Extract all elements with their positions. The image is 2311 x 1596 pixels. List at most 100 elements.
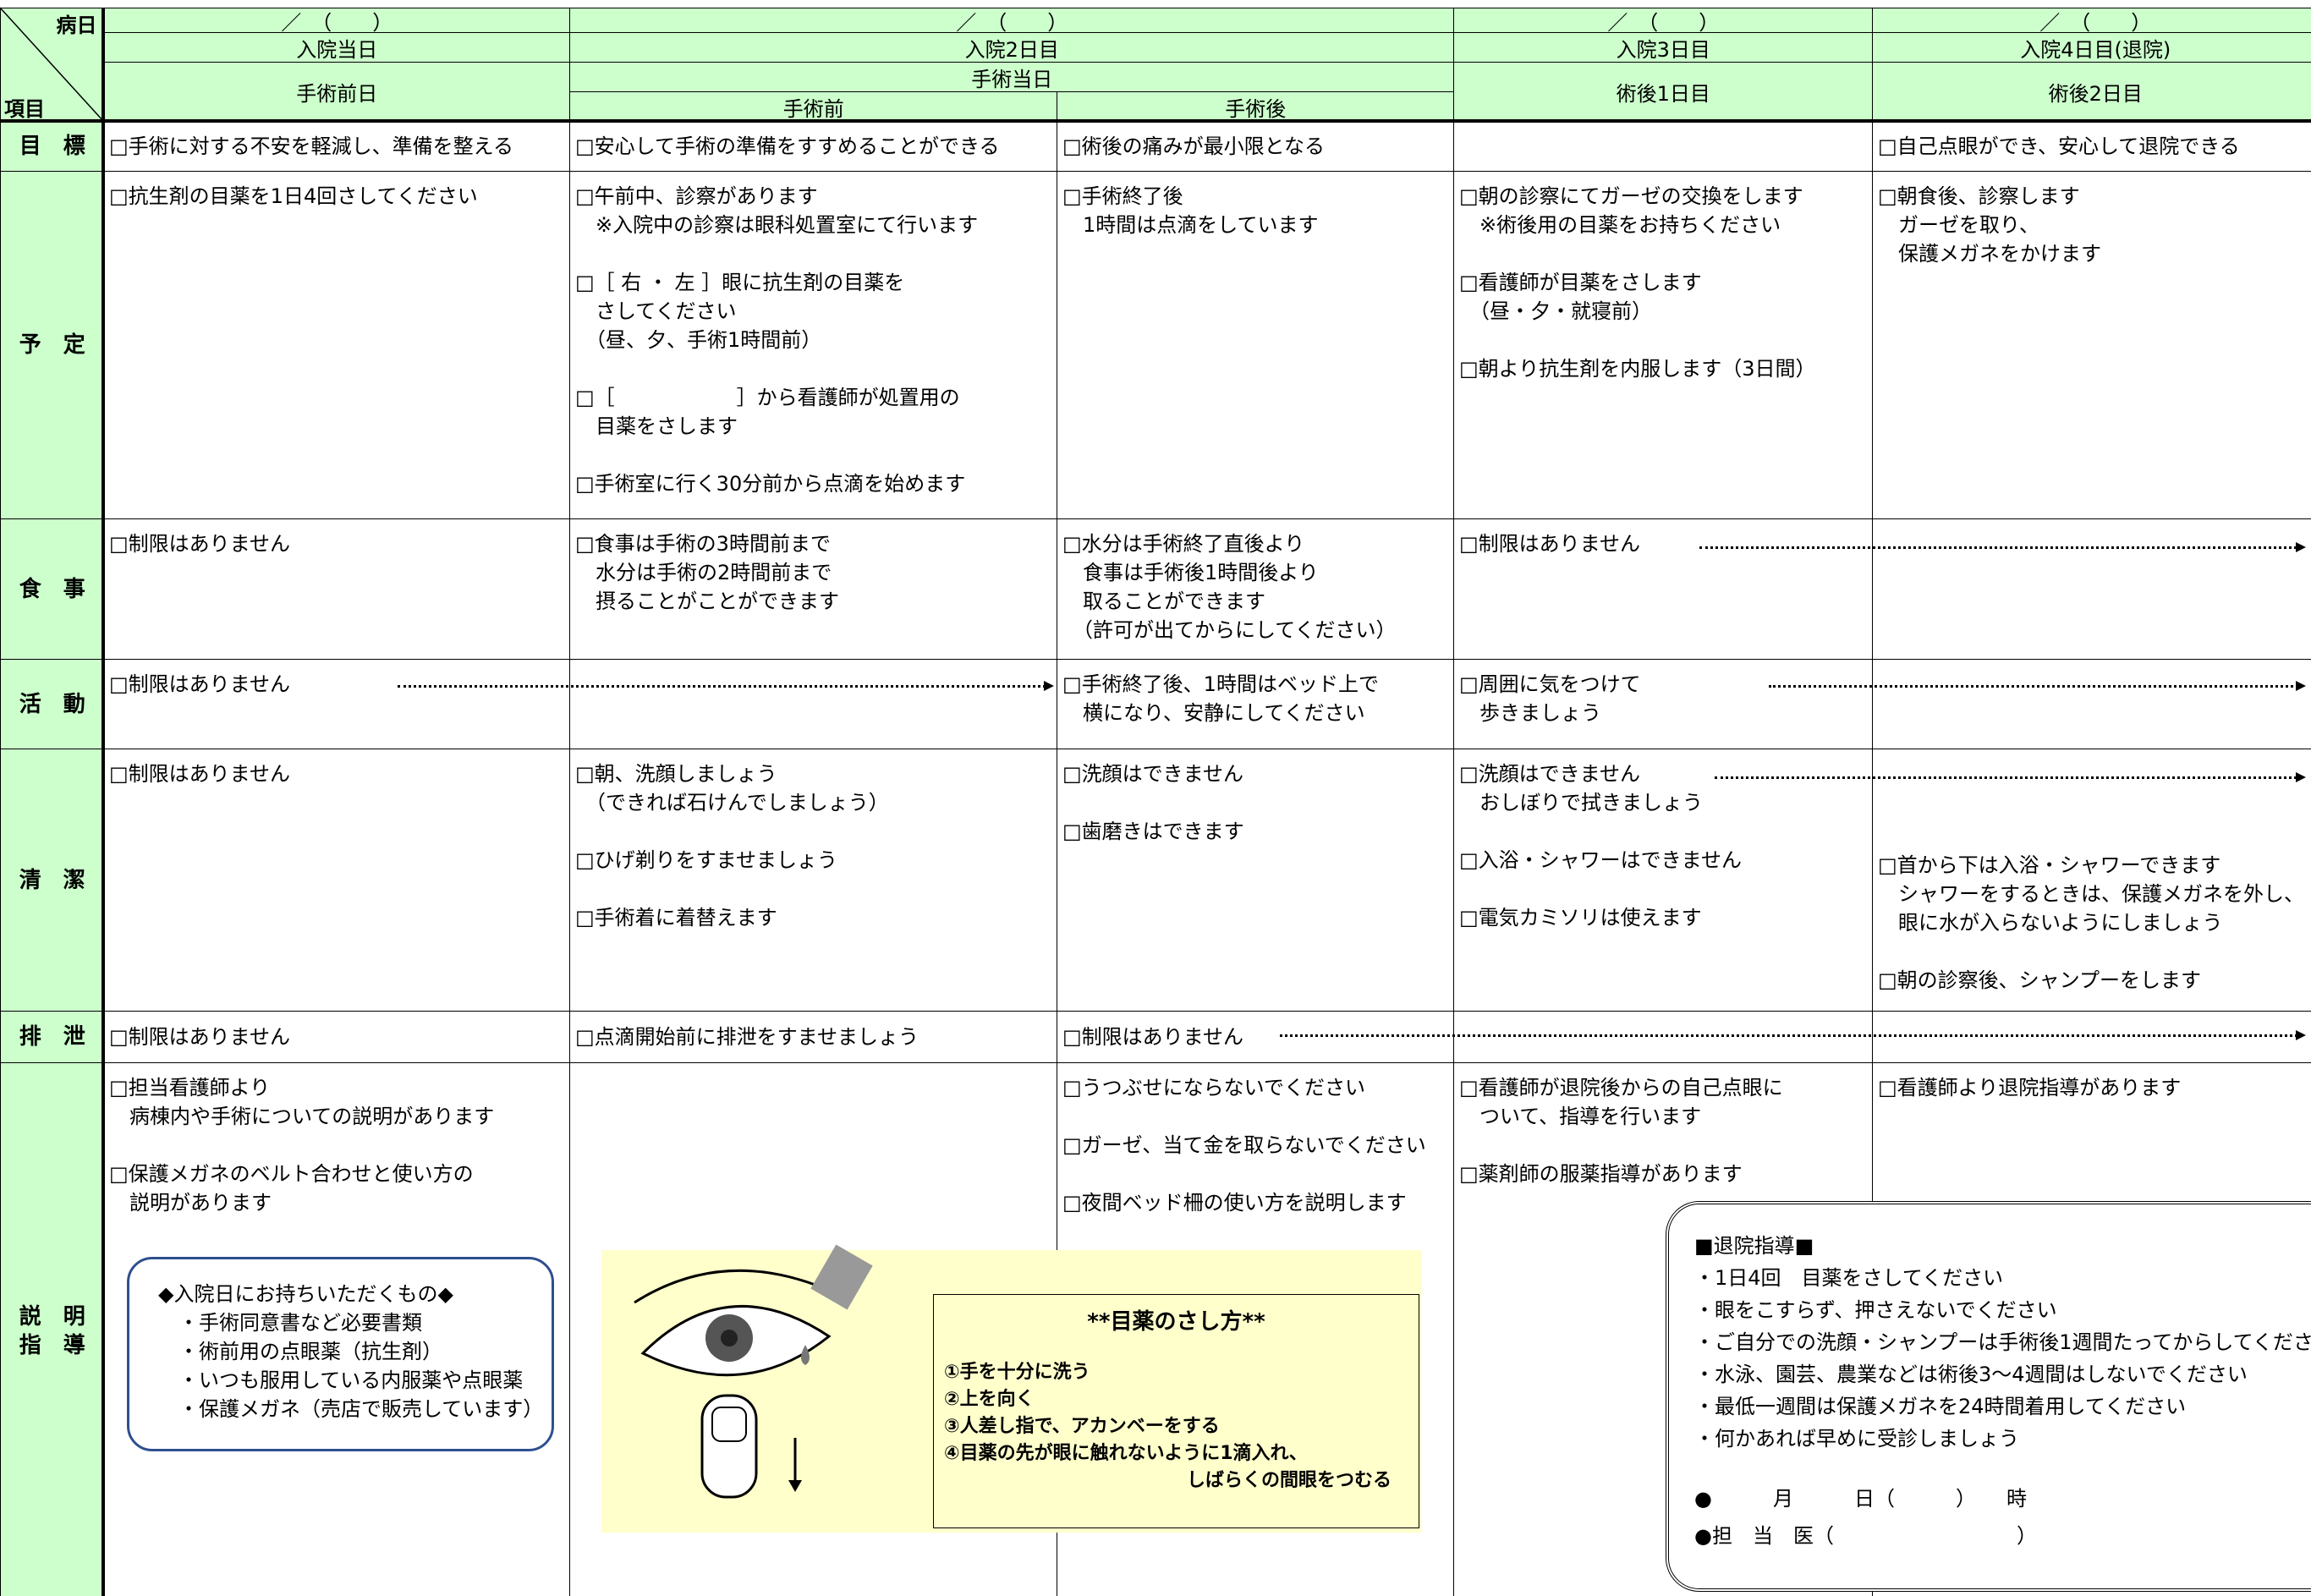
plan-cell: □手術終了後 1時間は点滴をしています bbox=[1057, 171, 1455, 520]
plan-item: □制限はありません bbox=[109, 670, 565, 699]
continue-arrow bbox=[1769, 681, 2306, 691]
plan-line: □保護メガネのベルト合わせと使い方の bbox=[109, 1162, 474, 1186]
plan-line: □薬剤師の服薬指導があります bbox=[1459, 1162, 1743, 1186]
plan-line: □水分は手術終了直後より bbox=[1062, 532, 1305, 556]
plan-item: □ガーゼ、当て金を取らないでください bbox=[1062, 1131, 1449, 1160]
plan-line: ※入院中の診察は眼科処置室にて行います bbox=[575, 213, 979, 237]
plan-line: □制限はありません bbox=[109, 1025, 290, 1050]
plan-line: （昼・夕・就寝前） bbox=[1459, 299, 1652, 323]
corner-bottom: 項目 bbox=[4, 96, 45, 121]
plan-item: □担当看護師より 病棟内や手術についての説明があります bbox=[109, 1073, 565, 1131]
bring-item: ・いつも服用している内服薬や点眼薬 bbox=[178, 1368, 524, 1392]
plan-line: □洗顔はできません bbox=[1459, 762, 1640, 786]
plan-line: さしてください bbox=[575, 299, 737, 323]
plan-cell: □術後の痛みが最小限となる bbox=[1057, 121, 1455, 173]
row-label-line: 排 泄 bbox=[19, 1024, 85, 1050]
plan-item: □手術着に着替えます bbox=[575, 903, 1052, 932]
date-cell: ／ （ ） bbox=[1872, 8, 2311, 35]
discharge-item: ・眼をこすらず、押さえないでください bbox=[1694, 1298, 2057, 1322]
row-label: 活 動 bbox=[0, 659, 105, 750]
plan-line: 水分は手術の2時間前まで bbox=[575, 561, 832, 584]
plan-line: □朝の診察後、シャンプーをします bbox=[1878, 968, 2201, 992]
plan-cell: □安心して手術の準備をすすめることができる bbox=[569, 121, 1058, 173]
plan-line: 説明があります bbox=[109, 1191, 272, 1215]
plan-cell: □抗生剤の目薬を1日4回さしてください bbox=[103, 171, 571, 520]
row-label-line: 食 事 bbox=[19, 576, 85, 602]
plan-item: □洗顔はできません おしぼりで拭きましょう bbox=[1459, 760, 1868, 817]
eyedrop-step: ①手を十分に洗う bbox=[944, 1362, 1090, 1383]
plan-line: □看護師が目薬をさします bbox=[1459, 271, 1702, 294]
plan-item: □午前中、診察があります ※入院中の診察は眼科処置室にて行います bbox=[575, 182, 1052, 239]
row-label: 排 泄 bbox=[0, 1011, 105, 1064]
row-label: 予 定 bbox=[0, 171, 105, 520]
plan-cell: □制限はありません bbox=[103, 1011, 571, 1064]
plan-line: （できれば石けんでしましょう） bbox=[575, 791, 889, 814]
plan-cell: □食事は手術の3時間前まで 水分は手術の2時間前まで 摂ることがことができます bbox=[569, 518, 1058, 661]
plan-cell: □朝食後、診察します ガーゼを取り、 保護メガネをかけます bbox=[1872, 171, 2311, 520]
plan-line: □電気カミソリは使えます bbox=[1459, 906, 1702, 930]
stage-cell: 手術後 bbox=[1057, 91, 1455, 123]
row-label-line: 説 明 bbox=[19, 1303, 85, 1330]
plan-item: □朝の診察後、シャンプーをします bbox=[1878, 966, 2311, 995]
continue-arrow bbox=[398, 681, 1054, 691]
plan-line: □制限はありません bbox=[109, 762, 290, 786]
date-cell: ／ （ ） bbox=[569, 8, 1455, 35]
plan-item: □自己点眼ができ、安心して退院できる bbox=[1878, 132, 2311, 161]
plan-item: □水分は手術終了直後より 食事は手術後1時間後より 取ることができます （許可が… bbox=[1062, 529, 1449, 644]
plan-line: □ガーゼ、当て金を取らないでください bbox=[1062, 1133, 1426, 1157]
plan-cell: □朝の診察にてガーゼの交換をします ※術後用の目薬をお持ちください □看護師が目薬… bbox=[1453, 171, 1874, 520]
plan-item: □手術終了後、1時間はベッド上で 横になり、安静にしてください bbox=[1062, 670, 1449, 727]
stage-cell: 手術前日 bbox=[103, 62, 571, 123]
corner-top: 病日 bbox=[56, 14, 97, 37]
eyedrop-title: **目薬のさし方** bbox=[1087, 1309, 1265, 1335]
plan-line: 目薬をさします bbox=[575, 414, 738, 438]
plan-item: □制限はありません bbox=[109, 760, 565, 788]
row-label-line: 指 導 bbox=[19, 1332, 85, 1358]
plan-cell: □朝、洗顔しましょう （できれば石けんでしましょう） □ひげ剃りをすませましょう □… bbox=[569, 749, 1058, 1012]
plan-item: □朝の診察にてガーゼの交換をします ※術後用の目薬をお持ちください bbox=[1459, 182, 1868, 239]
plan-cell: □自己点眼ができ、安心して退院できる bbox=[1872, 121, 2311, 173]
plan-line: □［ ］から看護師が処置用の bbox=[575, 386, 960, 409]
plan-cell: □制限はありません bbox=[103, 659, 571, 750]
plan-item: □［ ］から看護師が処置用の 目薬をさします bbox=[575, 383, 1052, 441]
plan-line: □制限はありません bbox=[1062, 1025, 1243, 1050]
plan-item: □首から下は入浴・シャワーできます シャワーをするときは、保護メガネを外し、 眼… bbox=[1878, 851, 2311, 937]
continue-arrow bbox=[1280, 1030, 2306, 1040]
plan-item: □制限はありません bbox=[109, 529, 565, 558]
plan-line: □朝食後、診察します bbox=[1878, 184, 2080, 208]
plan-line: 1時間は点滴をしています bbox=[1062, 213, 1319, 237]
discharge-box: ■退院指導■ ・1日4回 目薬をさしてください ・眼をこすらず、押さえないでください… bbox=[1666, 1201, 2311, 1592]
bring-item: ・手術同意書など必要書類 bbox=[178, 1311, 422, 1335]
spacer bbox=[1694, 1455, 2311, 1480]
plan-item: □制限はありません bbox=[1062, 1023, 1449, 1051]
plan-cell bbox=[1872, 659, 2311, 750]
plan-item: □夜間ベッド柵の使い方を説明します bbox=[1062, 1188, 1449, 1217]
appointment-line: ● 月 日（ ） 時 bbox=[1694, 1487, 2027, 1511]
plan-line: □洗顔はできません bbox=[1062, 762, 1243, 786]
plan-item: □手術終了後 1時間は点滴をしています bbox=[1062, 182, 1449, 239]
date-cell: ／ （ ） bbox=[1453, 8, 1874, 35]
plan-line: □手術着に着替えます bbox=[575, 906, 777, 930]
bring-box: ◆入院日にお持ちいただくもの◆ ・手術同意書など必要書類 ・術前用の点眼薬（抗生剤）… bbox=[127, 1257, 554, 1451]
plan-item: □入浴・シャワーはできません bbox=[1459, 846, 1868, 875]
discharge-item: ・何かあれば早めに受診しましょう bbox=[1694, 1427, 2019, 1451]
plan-item: □食事は手術の3時間前まで 水分は手術の2時間前まで 摂ることがことができます bbox=[575, 529, 1052, 616]
plan-line: ついて、指導を行います bbox=[1459, 1105, 1702, 1128]
eyedrop-last: しばらくの間眼をつむる bbox=[1186, 1470, 1392, 1491]
plan-line: □夜間ベッド柵の使い方を説明します bbox=[1062, 1191, 1407, 1215]
plan-cell: □周囲に気をつけて 歩きましょう bbox=[1453, 659, 1874, 750]
plan-line: □朝より抗生剤を内服します（3日間） bbox=[1459, 357, 1816, 381]
stage-cell: 術後2日目 bbox=[1872, 62, 2311, 123]
appointment-line: ●担 当 医（ ） bbox=[1694, 1524, 2037, 1548]
bring-item: ・術前用の点眼薬（抗生剤） bbox=[178, 1340, 442, 1363]
row-label: 目 標 bbox=[0, 121, 105, 173]
plan-line: □抗生剤の目薬を1日4回さしてください bbox=[109, 184, 478, 208]
plan-item: □洗顔はできません bbox=[1062, 760, 1449, 788]
plan-line: 摂ることがことができます bbox=[575, 590, 839, 613]
discharge-item: ・ご自分での洗顔・シャンプーは手術後1週間たってからしてください bbox=[1694, 1330, 2311, 1354]
plan-line: □制限はありません bbox=[109, 532, 290, 556]
discharge-item: ・最低一週間は保護メガネを24時間着用してください bbox=[1694, 1395, 2187, 1418]
plan-line: （昼、夕、手術1時間前） bbox=[575, 328, 822, 352]
plan-line: □制限はありません bbox=[1459, 532, 1640, 556]
plan-item: □安心して手術の準備をすすめることができる bbox=[575, 132, 1052, 161]
